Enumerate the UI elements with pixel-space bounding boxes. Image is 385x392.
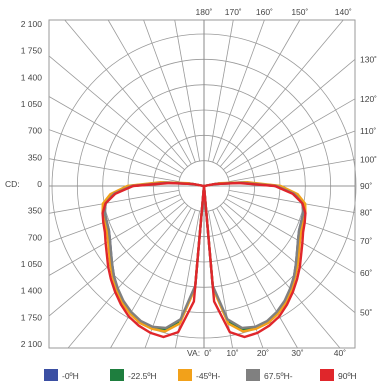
legend-label: -0ºH (62, 371, 79, 381)
grid-spoke (107, 19, 192, 165)
angle-label-top: 150˚ (291, 7, 308, 17)
grid-spoke (175, 210, 200, 349)
grid-spoke (219, 19, 344, 167)
series-line (101, 181, 307, 339)
intensity-tick-label: 1 400 (21, 286, 43, 296)
grid-spoke (228, 190, 356, 214)
grid-layer (48, 19, 357, 349)
label-layer: 2 100 1 750 1 400 1 050 700 350 CD: 0 350 700 1 05… (5, 7, 377, 358)
angle-label-right: 110˚ (360, 126, 377, 136)
angle-label-top: 180˚ (195, 7, 212, 17)
grid-spoke (225, 198, 356, 274)
legend-swatch (246, 369, 260, 381)
grid-spoke (216, 207, 298, 349)
grid-spoke (48, 198, 183, 276)
grid-spoke (212, 19, 265, 163)
grid-spoke (143, 19, 196, 163)
legend-swatch (178, 369, 192, 381)
grid-spoke (48, 158, 180, 182)
legend-swatch (320, 369, 334, 381)
grid-spoke (208, 19, 234, 162)
legend-label: -45ºH- (196, 371, 221, 381)
angle-label-bottom: 30˚ (291, 348, 303, 358)
angle-label-bottom: 10˚ (226, 348, 238, 358)
series-layer (101, 181, 307, 339)
angle-label-right: 60˚ (360, 268, 372, 278)
grid-spoke (48, 96, 183, 174)
legend-label: 90ºH (338, 371, 357, 381)
grid-spoke (67, 205, 189, 349)
angle-label-top: 140˚ (335, 7, 352, 17)
va-label: VA: (187, 348, 200, 358)
grid-spoke (219, 205, 341, 349)
angle-label-right: 70˚ (360, 236, 372, 246)
angle-label-right: 90˚ (360, 181, 372, 191)
legend-label: 67.5ºH- (264, 371, 293, 381)
grid-spoke (174, 19, 200, 162)
grid-spoke (216, 19, 301, 165)
grid-spoke (48, 201, 185, 317)
legend-swatch (110, 369, 124, 381)
grid-spoke (208, 210, 233, 349)
grid-spoke (48, 190, 180, 214)
intensity-tick-label: 1 750 (21, 46, 43, 56)
intensity-tick-label: 2 100 (21, 19, 43, 29)
grid-spoke (227, 130, 356, 178)
grid-spoke (64, 19, 189, 167)
intensity-tick-label: 1 050 (21, 259, 43, 269)
plot-frame (48, 19, 356, 349)
grid-spoke (48, 194, 181, 243)
angle-label-right: 50˚ (360, 308, 372, 318)
legend-label: -22.5ºH (128, 371, 157, 381)
grid-spoke (228, 158, 356, 182)
intensity-tick-label: 700 (28, 126, 42, 136)
angle-label-top: 170˚ (225, 7, 242, 17)
legend-swatch (44, 369, 58, 381)
angle-label-right: 100˚ (360, 154, 377, 164)
angle-label-bottom: 20˚ (257, 348, 269, 358)
intensity-tick-label: 1 750 (21, 312, 43, 322)
grid-spoke (110, 207, 192, 349)
cd-label: CD: (5, 179, 20, 189)
grid-spoke (144, 209, 196, 349)
grid-spoke (227, 194, 356, 242)
intensity-tick-label: 700 (28, 232, 42, 242)
grid-spoke (223, 58, 356, 171)
intensity-tick-label: 1 400 (21, 72, 43, 82)
angle-label-right: 130˚ (360, 54, 377, 64)
angle-label-bottom: 0˚ (204, 348, 212, 358)
intensity-tick-label: 2 100 (21, 339, 43, 349)
angle-label-right: 80˚ (360, 208, 372, 218)
angle-label-right: 120˚ (360, 94, 377, 104)
grid-spoke (48, 129, 181, 178)
intensity-tick-label: 350 (28, 152, 42, 162)
intensity-tick-label: 1 050 (21, 99, 43, 109)
grid-spoke (225, 98, 356, 174)
intensity-tick-label: 0 (37, 179, 42, 189)
intensity-tick-label: 350 (28, 206, 42, 216)
legend: -0ºH -22.5ºH -45ºH- 67.5ºH- 90ºH (44, 369, 357, 381)
angle-label-top: 160˚ (256, 7, 273, 17)
angle-label-bottom: 40˚ (334, 348, 346, 358)
grid-spoke (223, 201, 356, 314)
grid-spoke (212, 209, 264, 349)
grid-spoke (48, 55, 185, 171)
